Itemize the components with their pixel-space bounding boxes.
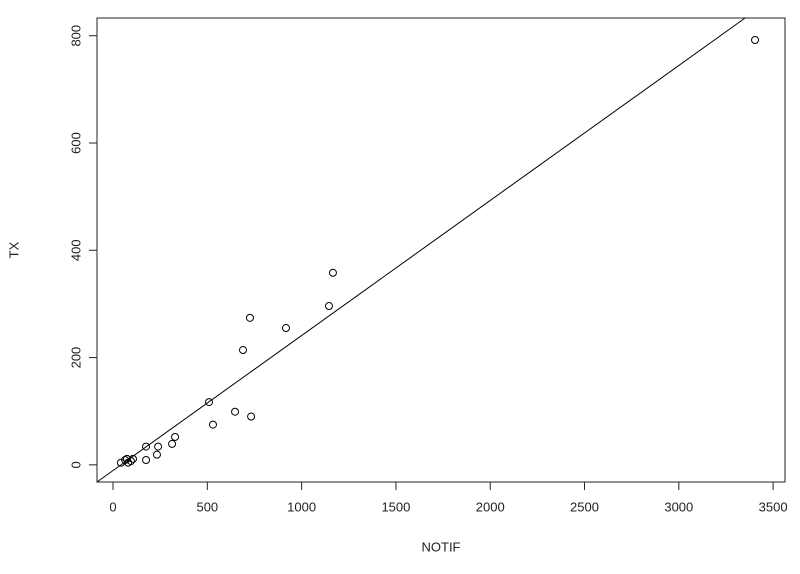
point bbox=[247, 412, 256, 421]
x-axis-label: NOTIF bbox=[422, 539, 461, 554]
y-tick-label: 800 bbox=[68, 25, 83, 47]
x-tick-label: 3500 bbox=[759, 499, 788, 514]
x-tick-label: 2500 bbox=[570, 499, 599, 514]
point bbox=[152, 450, 161, 459]
y-tick-label: 600 bbox=[68, 132, 83, 154]
point bbox=[281, 324, 290, 333]
point bbox=[124, 458, 133, 467]
y-tick-label: 0 bbox=[68, 461, 83, 468]
point bbox=[328, 268, 337, 277]
y-tick-label: 200 bbox=[68, 347, 83, 369]
point bbox=[142, 442, 151, 451]
x-tick-label: 0 bbox=[109, 499, 116, 514]
point bbox=[122, 454, 131, 463]
x-tick-label: 2000 bbox=[476, 499, 505, 514]
point bbox=[324, 302, 333, 311]
point bbox=[751, 35, 760, 44]
point bbox=[208, 420, 217, 429]
x-tick-label: 1500 bbox=[381, 499, 410, 514]
point bbox=[245, 313, 254, 322]
plot-frame bbox=[96, 17, 786, 483]
x-tick-label: 1000 bbox=[287, 499, 316, 514]
point bbox=[142, 456, 151, 465]
y-axis-label: TX bbox=[6, 241, 21, 258]
x-tick-label: 3000 bbox=[664, 499, 693, 514]
y-tick-label: 400 bbox=[68, 239, 83, 261]
point bbox=[129, 454, 138, 463]
point bbox=[231, 407, 240, 416]
point bbox=[168, 439, 177, 448]
point bbox=[154, 442, 163, 451]
x-tick-label: 500 bbox=[196, 499, 218, 514]
point bbox=[205, 398, 214, 407]
point bbox=[238, 346, 247, 355]
fit-line bbox=[96, 17, 746, 483]
point bbox=[171, 432, 180, 441]
